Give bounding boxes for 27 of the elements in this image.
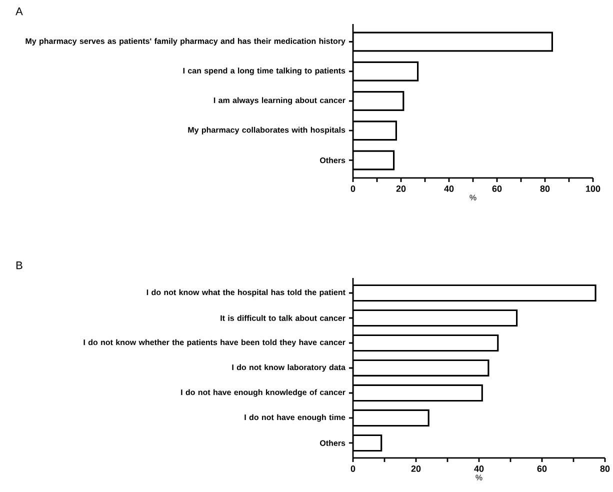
text: A bbox=[16, 8, 23, 16]
x-tick-label: 60 bbox=[537, 466, 547, 472]
y-tick-label: I am always learning about cancer bbox=[214, 97, 346, 105]
x-axis-title: % bbox=[470, 194, 476, 200]
x-tick-label: 0 bbox=[350, 466, 356, 472]
y-tick-label: I do not have enough time bbox=[244, 414, 346, 422]
y-tick-label: I can spend a long time talking to patients bbox=[183, 68, 346, 76]
y-tick-label: It is difficult to talk about cancer bbox=[220, 315, 346, 321]
x-tick-label: 0 bbox=[350, 186, 356, 192]
y-tick-label: Others bbox=[320, 440, 346, 446]
x-tick-label: 20 bbox=[396, 186, 406, 192]
y-tick-label: I do not know what the hospital has told the patient bbox=[146, 289, 346, 297]
y-tick-label: My pharmacy collaborates with hospitals bbox=[188, 126, 346, 134]
x-tick-label: 60 bbox=[492, 186, 502, 192]
y-tick-label: I do not know laboratory data bbox=[232, 364, 346, 372]
x-tick-label: 40 bbox=[474, 466, 484, 472]
x-tick-label: 40 bbox=[444, 186, 454, 192]
x-axis-title: % bbox=[476, 474, 482, 480]
x-tick-label: 80 bbox=[600, 466, 610, 472]
x-tick-label: 100 bbox=[586, 186, 600, 192]
y-tick-label: I do not have enough knowledge of cancer bbox=[181, 389, 346, 397]
x-tick-label: 20 bbox=[411, 466, 421, 472]
y-tick-label: I do not know whether the patients have been told they have cancer bbox=[84, 339, 346, 347]
x-tick-label: 80 bbox=[540, 186, 550, 192]
y-tick-label: Others bbox=[320, 157, 346, 164]
y-tick-label: My pharmacy serves as patients' family pharmacy and has their medication history bbox=[26, 38, 346, 46]
text: B bbox=[16, 262, 22, 270]
